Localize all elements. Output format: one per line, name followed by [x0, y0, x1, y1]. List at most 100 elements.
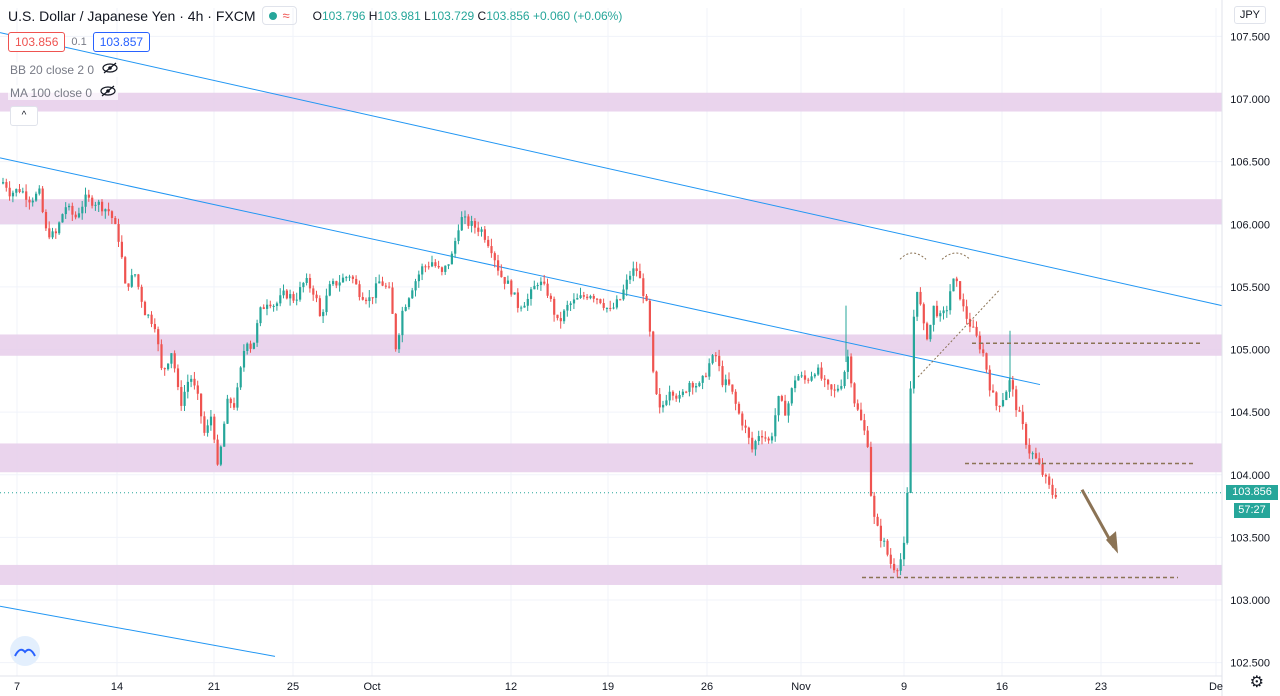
- neckline: [917, 289, 1001, 378]
- candle-body: [391, 287, 394, 314]
- candle-body: [701, 375, 704, 383]
- candle-body: [1018, 410, 1021, 412]
- candle-body: [269, 304, 272, 307]
- candle-body: [229, 398, 232, 404]
- hidden-eye-icon[interactable]: [100, 85, 116, 100]
- candle-body: [487, 239, 490, 247]
- x-tick-label: 19: [602, 681, 614, 693]
- candle-body: [358, 284, 361, 298]
- candle-body: [318, 298, 321, 317]
- candle-body: [196, 385, 199, 394]
- indicator-bb[interactable]: BB 20 close 2 0: [8, 62, 121, 77]
- candle-body: [71, 205, 74, 215]
- x-tick-label: Oct: [363, 681, 380, 693]
- candle-body: [784, 400, 787, 416]
- candle-body: [840, 386, 843, 389]
- candle-body: [652, 331, 655, 372]
- candle-body: [256, 323, 259, 343]
- candle-body: [239, 367, 242, 388]
- candle-body: [830, 384, 833, 390]
- candle-body: [497, 260, 500, 271]
- candle-body: [988, 369, 991, 391]
- candle-body: [48, 228, 51, 238]
- upper-trendline: [0, 32, 1223, 307]
- candle-body: [464, 216, 467, 218]
- candle-body: [338, 282, 341, 286]
- candle-body: [31, 200, 34, 203]
- collapse-legend-button[interactable]: ^: [10, 106, 38, 126]
- candle-body: [1011, 380, 1014, 390]
- candle-body: [589, 295, 592, 299]
- candle-body: [728, 379, 731, 385]
- candle-body: [124, 257, 127, 284]
- candle-body: [206, 425, 209, 433]
- candle-body: [569, 303, 572, 305]
- candle-body: [853, 383, 856, 404]
- candle-body: [200, 393, 203, 417]
- candle-body: [328, 284, 331, 296]
- ohlc-values: O103.796 H103.981 L103.729 C103.856 +0.0…: [312, 8, 623, 23]
- candle-body: [926, 323, 929, 340]
- sell-button[interactable]: 103.856: [8, 32, 66, 52]
- candle-body: [962, 299, 965, 307]
- symbol-title[interactable]: U.S. Dollar / Japanese Yen · 4h · FXCM: [8, 7, 256, 24]
- candle-body: [28, 199, 31, 203]
- candle-body: [272, 305, 275, 307]
- candle-body: [817, 367, 820, 375]
- candle-body: [909, 388, 912, 493]
- hidden-eye-icon[interactable]: [102, 62, 118, 77]
- candle-body: [563, 310, 566, 322]
- candle-body: [209, 416, 213, 426]
- candle-body: [939, 313, 942, 317]
- currency-badge[interactable]: JPY: [1233, 6, 1266, 24]
- countdown-label: 57:27: [1234, 503, 1270, 518]
- indicator-ma[interactable]: MA 100 close 0: [8, 85, 119, 100]
- candle-body: [863, 420, 866, 431]
- candle-body: [226, 398, 229, 424]
- candle-body: [414, 281, 417, 291]
- candle-body: [384, 285, 387, 287]
- y-tick-label: 103.000: [1230, 595, 1270, 607]
- candle-body: [1025, 424, 1028, 445]
- candle-body: [503, 277, 506, 284]
- tradingview-logo-icon[interactable]: [10, 636, 40, 666]
- candle-body: [322, 312, 325, 317]
- candle-body: [477, 227, 480, 232]
- candle-body: [77, 213, 81, 218]
- candle-body: [896, 570, 899, 572]
- settings-gear-icon[interactable]: ⚙: [1249, 674, 1264, 691]
- candle-body: [107, 209, 110, 212]
- market-status-pill[interactable]: ≈: [261, 6, 297, 25]
- buy-button[interactable]: 103.857: [92, 32, 151, 52]
- candle-body: [708, 363, 711, 377]
- candle-body: [912, 316, 915, 389]
- candle-body: [279, 295, 282, 304]
- candle-body: [91, 197, 94, 206]
- candle-body: [180, 386, 183, 406]
- candle-body: [992, 390, 995, 393]
- candle-body: [15, 189, 18, 193]
- candle-body: [998, 405, 1001, 407]
- candle-body: [582, 295, 585, 297]
- candle-body: [404, 307, 407, 311]
- candle-body: [1051, 484, 1054, 495]
- candle-body: [130, 275, 133, 287]
- candle-body: [431, 262, 434, 267]
- candle-body: [150, 314, 153, 324]
- candle-body: [1015, 389, 1018, 411]
- candle-body: [193, 378, 196, 386]
- candle-body: [421, 266, 424, 275]
- y-tick-label: 107.000: [1230, 94, 1270, 106]
- candle-body: [437, 265, 440, 268]
- candle-body: [764, 437, 767, 439]
- candle-body: [889, 554, 892, 564]
- candle-body: [143, 301, 147, 316]
- candle-body: [147, 314, 150, 316]
- candle-body: [325, 295, 328, 313]
- candle-body: [965, 306, 968, 319]
- candle-body: [167, 363, 170, 370]
- candle-body: [54, 231, 57, 234]
- candle-body: [691, 382, 694, 388]
- candle-body: [11, 192, 15, 197]
